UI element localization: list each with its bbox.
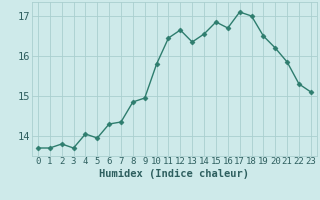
X-axis label: Humidex (Indice chaleur): Humidex (Indice chaleur) bbox=[100, 169, 249, 179]
